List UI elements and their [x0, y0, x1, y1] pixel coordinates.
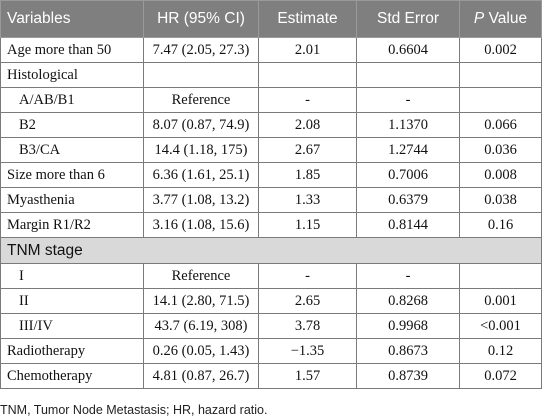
cell-estimate: 2.08	[258, 112, 357, 138]
table-row: Radiotherapy 0.26 (0.05, 1.43) −1.35 0.8…	[0, 338, 542, 364]
header-variables: Variables	[0, 0, 144, 38]
cell-std-error: 0.6604	[356, 37, 460, 63]
cell-variable: Radiotherapy	[0, 338, 144, 364]
cell-std-error: 0.9968	[356, 313, 460, 339]
cell-p-value: 0.002	[459, 37, 542, 63]
cell-std-error: -	[356, 87, 460, 113]
cell-hr: 3.16 (1.08, 15.6)	[143, 212, 259, 238]
cell-variable: Myasthenia	[0, 187, 144, 213]
cell-std-error: 0.8268	[356, 288, 460, 314]
cell-p-value: 0.001	[459, 288, 542, 314]
table-row: A/AB/B1 Reference - -	[0, 87, 542, 113]
cell-variable: III/IV	[0, 313, 144, 339]
cell-estimate: 2.65	[258, 288, 357, 314]
cell-variable: Age more than 50	[0, 37, 144, 63]
cell-hr	[143, 62, 259, 88]
cell-p-value: <0.001	[459, 313, 542, 339]
table-row: Margin R1/R2 3.16 (1.08, 15.6) 1.15 0.81…	[0, 212, 542, 238]
cell-estimate: 1.57	[258, 363, 357, 389]
cell-p-value: 0.066	[459, 112, 542, 138]
cell-estimate	[258, 62, 357, 88]
cell-variable: Size more than 6	[0, 162, 144, 188]
header-estimate: Estimate	[258, 0, 357, 38]
cell-std-error: 1.2744	[356, 137, 460, 163]
cell-estimate: 2.01	[258, 37, 357, 63]
cell-p-value: 0.036	[459, 137, 542, 163]
cell-variable: Margin R1/R2	[0, 212, 144, 238]
cell-hr: 4.81 (0.87, 26.7)	[143, 363, 259, 389]
cell-hr: 3.77 (1.08, 13.2)	[143, 187, 259, 213]
cell-p-value: 0.038	[459, 187, 542, 213]
cell-variable: II	[0, 288, 144, 314]
header-p-suffix: Value	[488, 10, 528, 27]
cell-hr: 6.36 (1.61, 25.1)	[143, 162, 259, 188]
section-row-tnm-stage: TNM stage	[0, 237, 542, 264]
cell-p-value: 0.12	[459, 338, 542, 364]
cell-hr: 0.26 (0.05, 1.43)	[143, 338, 259, 364]
cell-estimate: 1.15	[258, 212, 357, 238]
table-row: Chemotherapy 4.81 (0.87, 26.7) 1.57 0.87…	[0, 363, 542, 389]
section-title: TNM stage	[0, 237, 542, 264]
table-row: III/IV 43.7 (6.19, 308) 3.78 0.9968 <0.0…	[0, 313, 542, 339]
header-row: Variables HR (95% CI) Estimate Std Error…	[0, 0, 542, 38]
cell-p-value	[459, 263, 542, 289]
table-row: I Reference - -	[0, 263, 542, 289]
cell-p-value	[459, 62, 542, 88]
cell-variable: Chemotherapy	[0, 363, 144, 389]
table-row: B2 8.07 (0.87, 74.9) 2.08 1.1370 0.066	[0, 112, 542, 138]
cell-estimate: 2.67	[258, 137, 357, 163]
cell-p-value: 0.072	[459, 363, 542, 389]
cell-std-error: -	[356, 263, 460, 289]
cell-p-value: 0.16	[459, 212, 542, 238]
table-footnote: TNM, Tumor Node Metastasis; HR, hazard r…	[0, 403, 268, 417]
header-p-prefix: P	[473, 10, 485, 27]
cell-estimate: -	[258, 87, 357, 113]
cell-std-error: 0.8673	[356, 338, 460, 364]
header-p-value: P Value	[459, 0, 542, 38]
cell-std-error	[356, 62, 460, 88]
cell-std-error: 0.6379	[356, 187, 460, 213]
cell-hr: 7.47 (2.05, 27.3)	[143, 37, 259, 63]
cell-std-error: 0.7006	[356, 162, 460, 188]
table-row: II 14.1 (2.80, 71.5) 2.65 0.8268 0.001	[0, 288, 542, 314]
table-row: Age more than 50 7.47 (2.05, 27.3) 2.01 …	[0, 37, 542, 63]
cell-variable: A/AB/B1	[0, 87, 144, 113]
cell-estimate: 3.78	[258, 313, 357, 339]
cell-std-error: 1.1370	[356, 112, 460, 138]
cell-p-value	[459, 87, 542, 113]
table-row: Myasthenia 3.77 (1.08, 13.2) 1.33 0.6379…	[0, 187, 542, 213]
cell-hr: 14.1 (2.80, 71.5)	[143, 288, 259, 314]
cell-variable: I	[0, 263, 144, 289]
cell-hr: Reference	[143, 263, 259, 289]
cell-p-value: 0.008	[459, 162, 542, 188]
results-table: Variables HR (95% CI) Estimate Std Error…	[0, 0, 542, 389]
cell-hr: 14.4 (1.18, 175)	[143, 137, 259, 163]
cell-estimate: 1.85	[258, 162, 357, 188]
cell-hr: 8.07 (0.87, 74.9)	[143, 112, 259, 138]
cell-hr: Reference	[143, 87, 259, 113]
table-row: Size more than 6 6.36 (1.61, 25.1) 1.85 …	[0, 162, 542, 188]
cell-hr: 43.7 (6.19, 308)	[143, 313, 259, 339]
table-row: B3/CA 14.4 (1.18, 175) 2.67 1.2744 0.036	[0, 137, 542, 163]
cell-variable: B2	[0, 112, 144, 138]
cell-std-error: 0.8144	[356, 212, 460, 238]
header-hr: HR (95% CI)	[143, 0, 259, 38]
table-row: Histological	[0, 62, 542, 88]
cell-variable: B3/CA	[0, 137, 144, 163]
cell-estimate: -	[258, 263, 357, 289]
cell-estimate: 1.33	[258, 187, 357, 213]
header-std-error: Std Error	[356, 0, 460, 38]
cell-std-error: 0.8739	[356, 363, 460, 389]
cell-estimate: −1.35	[258, 338, 357, 364]
cell-variable: Histological	[0, 62, 144, 88]
